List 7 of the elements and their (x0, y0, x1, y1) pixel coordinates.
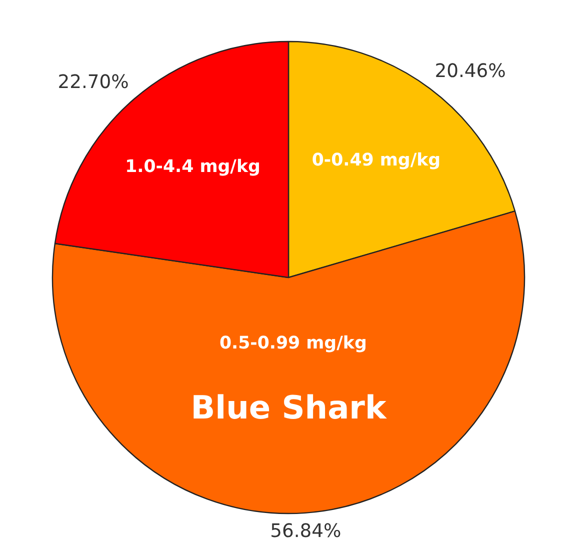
data-label: 22.70% (58, 72, 129, 93)
slice-label: 0.5-0.99 mg/kg (219, 333, 367, 354)
slice-label: 0-0.49 mg/kg (312, 150, 441, 170)
slice-label: 1.0-4.4 mg/kg (125, 156, 260, 177)
data-label: 20.46% (434, 61, 506, 82)
text: Blue Shark (190, 388, 387, 426)
data-label: 56.84% (270, 520, 342, 542)
